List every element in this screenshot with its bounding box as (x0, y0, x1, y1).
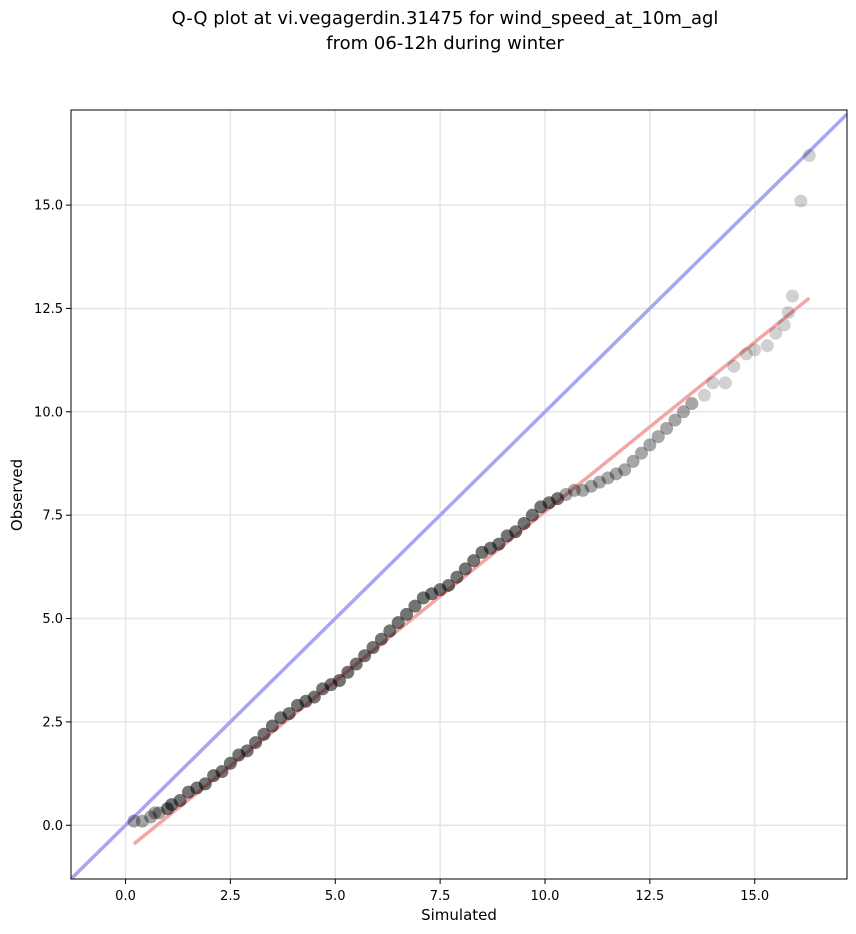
data-point (760, 339, 774, 353)
data-point (626, 454, 640, 468)
data-point (492, 537, 506, 551)
y-axis-label: Observed (8, 459, 26, 531)
data-point (517, 516, 531, 530)
data-point (458, 562, 472, 576)
data-point (609, 467, 623, 481)
data-point (559, 488, 573, 501)
data-point (676, 405, 690, 419)
data-point (349, 657, 363, 671)
data-point (668, 413, 682, 427)
data-point (144, 810, 158, 824)
data-point (332, 674, 346, 688)
chart-title-line2: from 06-12h during winter (326, 33, 564, 54)
data-point (794, 194, 808, 208)
data-point (173, 793, 187, 807)
data-point (576, 483, 590, 497)
data-point (341, 665, 355, 679)
data-point (442, 578, 456, 592)
data-point (509, 525, 523, 539)
data-point (685, 397, 699, 411)
data-point (660, 421, 674, 435)
data-point (706, 376, 720, 390)
data-point (634, 446, 648, 460)
x-axis-ticks: 0.0 2.5 5.0 7.5 10.0 12.5 15.0 (115, 879, 769, 904)
data-point (408, 599, 422, 613)
data-point (777, 318, 791, 332)
data-point (802, 148, 816, 162)
y-tick-label: 15.0 (34, 199, 63, 214)
identity-line (71, 112, 847, 879)
data-point (198, 777, 212, 791)
x-tick-label: 10.0 (531, 889, 560, 904)
data-point (718, 376, 732, 390)
plot-frame (70, 109, 848, 880)
data-point (651, 430, 665, 444)
data-point (249, 736, 263, 750)
data-point (467, 554, 481, 568)
data-point (785, 289, 799, 303)
chart-title: Q-Q plot at vi.vegagerdin.31475 for wind… (0, 6, 856, 56)
data-point (567, 483, 581, 497)
data-point (265, 719, 279, 733)
data-point (215, 765, 229, 779)
data-point (593, 475, 607, 489)
data-point (551, 492, 565, 506)
data-point (383, 624, 397, 638)
points (127, 148, 816, 828)
x-axis-label: Simulated (421, 906, 497, 924)
x-tick-label: 12.5 (635, 889, 664, 904)
data-point (739, 347, 753, 361)
data-point (525, 508, 539, 522)
x-tick-label: 7.5 (430, 889, 451, 904)
chart-title-line1: Q-Q plot at vi.vegagerdin.31475 for wind… (171, 8, 719, 29)
data-point (366, 640, 380, 654)
data-point (223, 756, 237, 770)
data-point (748, 343, 762, 357)
data-point (781, 306, 795, 320)
y-tick-label: 0.0 (42, 819, 63, 834)
data-point (584, 479, 598, 493)
data-point (769, 326, 783, 340)
x-tick-label: 2.5 (220, 889, 241, 904)
data-point (643, 438, 657, 452)
data-point (618, 463, 632, 477)
data-point (127, 814, 141, 828)
data-point (400, 607, 414, 621)
data-point (358, 649, 372, 663)
y-tick-label: 5.0 (42, 612, 63, 627)
data-point (307, 690, 321, 704)
y-tick-label: 2.5 (42, 715, 63, 730)
data-point (374, 632, 388, 646)
y-tick-label: 10.0 (34, 405, 63, 420)
x-tick-label: 5.0 (325, 889, 346, 904)
y-tick-label: 7.5 (42, 509, 63, 524)
x-tick-label: 15.0 (740, 889, 769, 904)
data-point (697, 388, 711, 402)
data-point (601, 471, 615, 485)
data-point (240, 744, 254, 758)
y-tick-label: 12.5 (34, 302, 63, 317)
x-tick-label: 0.0 (115, 889, 136, 904)
data-point (135, 814, 149, 828)
data-point (450, 570, 464, 584)
y-axis-ticks: 0.0 2.5 5.0 7.5 10.0 12.5 15.0 (34, 199, 71, 834)
data-point (391, 616, 405, 630)
lines (71, 112, 847, 879)
grid (71, 110, 847, 879)
data-point (282, 707, 296, 721)
data-point (257, 727, 271, 741)
data-point (727, 359, 741, 373)
data-point (148, 806, 162, 820)
